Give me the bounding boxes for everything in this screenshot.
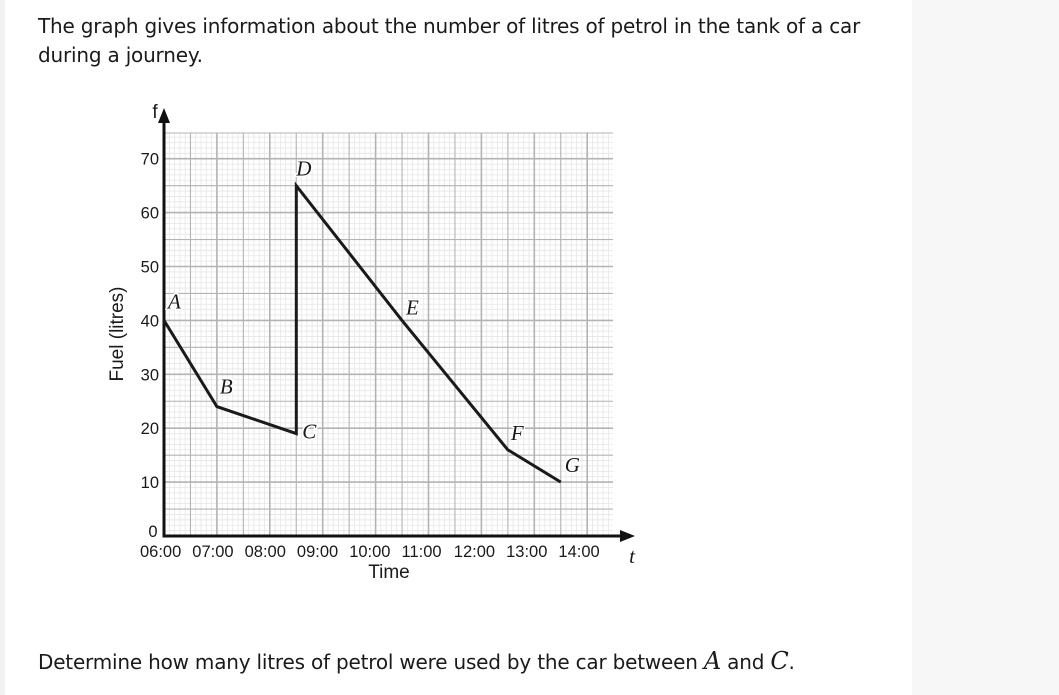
major-grid (164, 132, 613, 536)
intro-text: The graph gives information about the nu… (38, 14, 861, 67)
x-tick-label: 12:00 (454, 543, 495, 561)
point-a-variable: A (703, 647, 722, 675)
y-axis-symbol: f (152, 102, 158, 123)
x-axis-label: Time (368, 562, 410, 583)
y-tick-label: 40 (141, 312, 159, 330)
y-tick-label: 50 (141, 259, 159, 277)
point-label-e: E (405, 295, 419, 319)
x-tick-label: 09:00 (297, 543, 338, 561)
y-tick-label: 60 (141, 205, 159, 223)
minor-grid (164, 133, 613, 536)
y-tick-label: 30 (141, 366, 159, 384)
axes (158, 108, 635, 542)
point-label-d: D (295, 157, 311, 181)
y-tick-label: 20 (141, 420, 159, 438)
x-tick-label: 10:00 (349, 543, 390, 561)
x-tick-label: 07:00 (192, 543, 233, 561)
point-label-g: G (565, 453, 580, 477)
x-axis-symbol: t (629, 544, 636, 568)
question-middle: and (721, 650, 771, 674)
x-tick-label: 08:00 (245, 543, 286, 561)
fuel-series-line (162, 181, 562, 484)
x-tick-label: 06:00 (140, 543, 181, 561)
point-c-variable: C (770, 647, 789, 675)
y-tick-label: 70 (141, 151, 159, 169)
x-tick-label: 14:00 (558, 543, 599, 561)
y-tick-label: 10 (141, 474, 159, 492)
point-label-c: C (302, 420, 317, 444)
question-prefix: Determine how many litres of petrol were… (38, 650, 704, 674)
y-tick-label: 0 (148, 523, 157, 541)
point-label-b: B (220, 375, 233, 399)
x-tick-label: 13:00 (506, 543, 547, 561)
tick-labels: 0 10 20 30 40 50 60 70 06:00 07:00 08:00 09:00 10:00… (140, 151, 600, 561)
x-tick-label: 11:00 (402, 543, 442, 561)
question-suffix: . (788, 650, 795, 674)
point-label-a: A (166, 289, 181, 313)
question-text: Determine how many litres of petrol were… (38, 647, 898, 677)
point-labels: A B C D E F G (165, 155, 582, 478)
y-axis-label: Fuel (litres) (107, 286, 128, 381)
page-margin (0, 0, 5, 695)
point-label-f: F (510, 421, 524, 445)
